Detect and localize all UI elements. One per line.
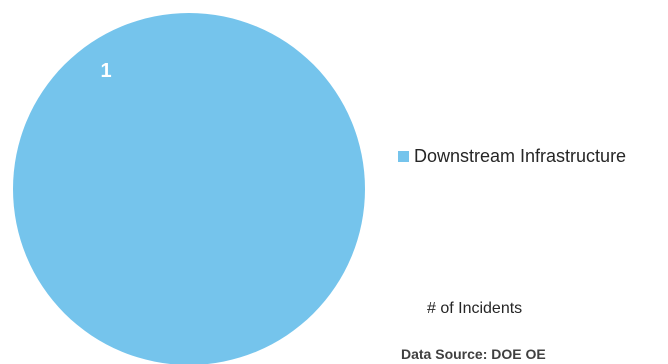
legend-swatch	[398, 151, 409, 162]
pie-data-labels: 1	[100, 60, 111, 82]
pie-slices	[13, 13, 365, 364]
legend-label: Downstream Infrastructure	[414, 146, 627, 166]
pie-data-label-0: 1	[100, 60, 111, 82]
data-source-label: Data Source: DOE OE	[401, 346, 546, 362]
measure-label: # of Incidents	[427, 300, 523, 317]
pie-slice-0	[13, 13, 365, 364]
legend: Downstream Infrastructure	[398, 146, 626, 167]
